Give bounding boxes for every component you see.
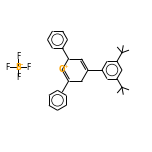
Text: B: B bbox=[15, 62, 21, 71]
Text: F: F bbox=[26, 62, 31, 71]
Text: +: + bbox=[63, 64, 68, 69]
Text: F: F bbox=[16, 73, 20, 82]
Text: F: F bbox=[5, 62, 10, 71]
Text: −: − bbox=[19, 62, 23, 67]
Text: F: F bbox=[16, 52, 20, 61]
Text: O: O bbox=[59, 66, 65, 74]
